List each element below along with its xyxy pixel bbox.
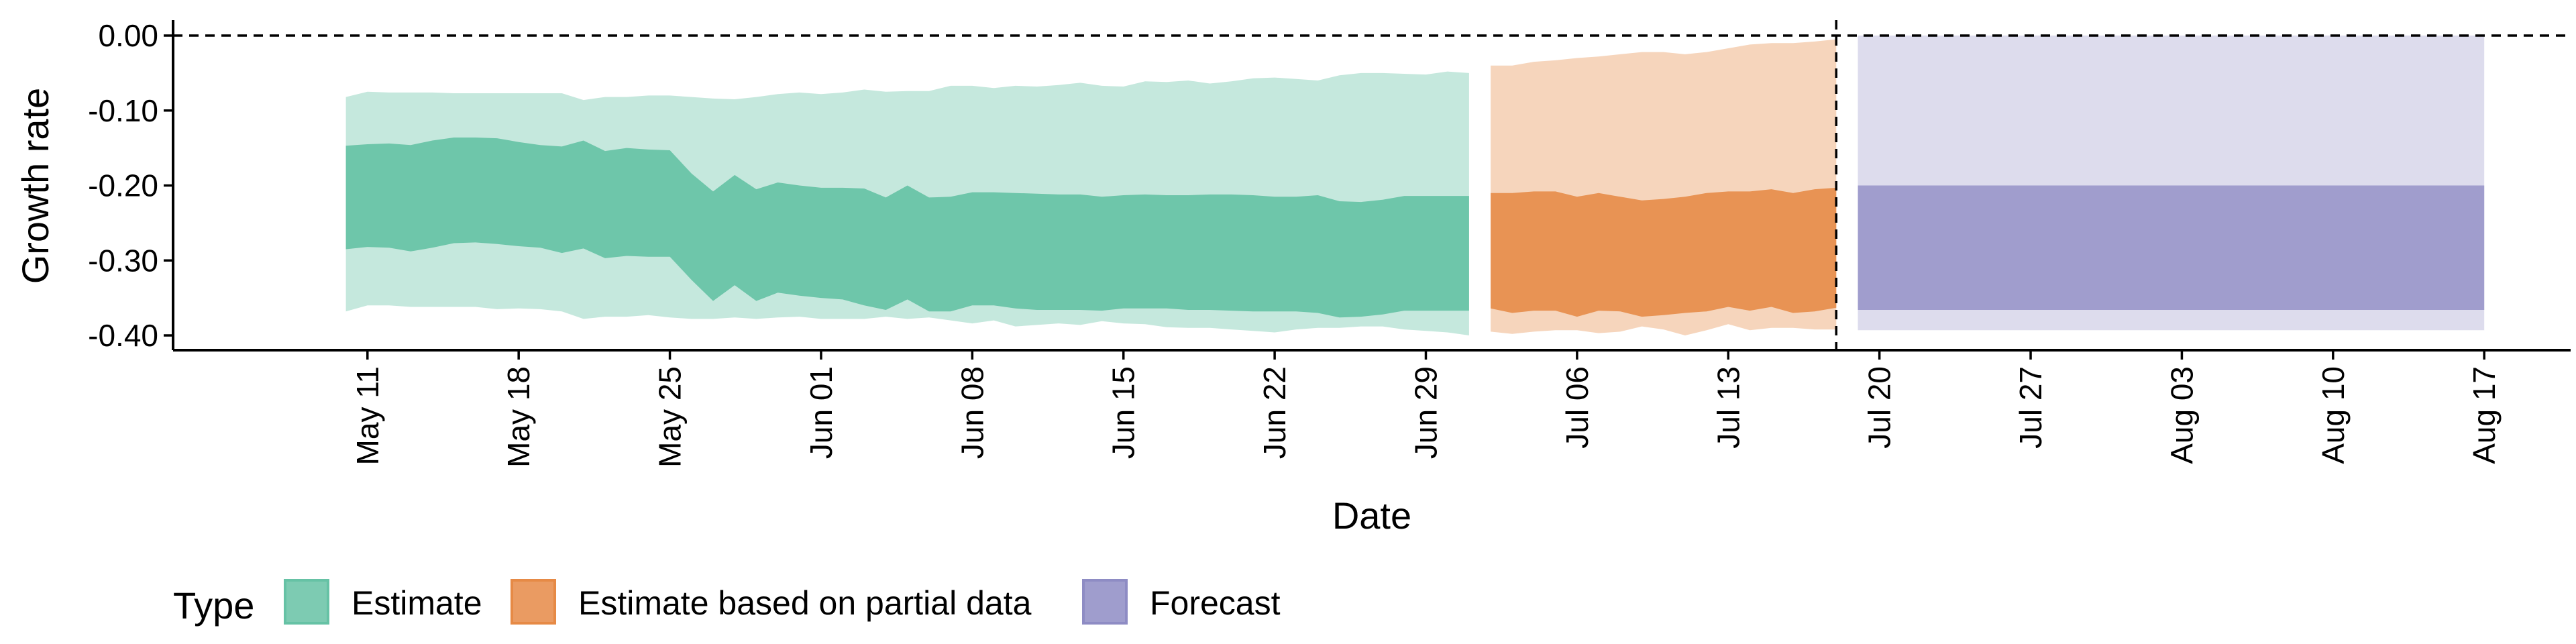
x-tick-label: Jul 13	[1711, 366, 1746, 449]
legend: Type Estimate Estimate based on partial d…	[173, 579, 1281, 627]
legend-label: Estimate	[352, 584, 482, 622]
x-axis-ticks: May 11 May 18 May 25 Jun 01 Jun 08 Jun 15 Jun …	[350, 350, 2502, 468]
y-tick-label: -0.20	[88, 168, 158, 203]
x-tick-label: Jul 27	[2013, 366, 2048, 449]
x-tick-label: Jun 29	[1409, 366, 1444, 459]
x-tick-label: May 25	[653, 366, 688, 468]
x-tick-label: Jun 01	[804, 366, 839, 459]
legend-label: Forecast	[1150, 584, 1281, 622]
legend-entries: Estimate Estimate based on partial data Fo…	[284, 579, 1281, 625]
y-tick-label: -0.10	[88, 93, 158, 128]
y-tick-label: -0.40	[88, 318, 158, 353]
x-tick-label: Aug 17	[2467, 366, 2502, 464]
x-tick-label: Aug 03	[2164, 366, 2199, 464]
ribbon-layer	[345, 36, 2485, 335]
x-tick-label: Jul 20	[1862, 366, 1897, 449]
legend-title: Type	[173, 584, 254, 627]
x-tick-label: Aug 10	[2316, 366, 2351, 464]
legend-key	[284, 579, 329, 625]
band-inner-2	[1858, 185, 2485, 310]
x-tick-label: May 18	[501, 366, 536, 468]
x-tick-label: Jul 06	[1560, 366, 1595, 449]
y-tick-label: -0.30	[88, 243, 158, 278]
y-tick-label: 0.00	[98, 18, 158, 53]
band-inner-1	[1491, 187, 1837, 317]
y-axis-ticks: 0.00 -0.10 -0.20 -0.30 -0.40	[88, 18, 173, 353]
x-tick-label: Jun 08	[955, 366, 989, 459]
y-axis-title: Growth rate	[14, 88, 56, 284]
x-axis-title: Date	[1332, 494, 1411, 537]
x-tick-label: Jun 22	[1257, 366, 1292, 459]
legend-label: Estimate based on partial data	[578, 584, 1032, 622]
legend-key	[511, 579, 556, 625]
legend-key	[1082, 579, 1128, 625]
x-tick-label: May 11	[350, 366, 385, 465]
x-tick-label: Jun 15	[1106, 366, 1141, 459]
band-inner-0	[345, 138, 1469, 318]
